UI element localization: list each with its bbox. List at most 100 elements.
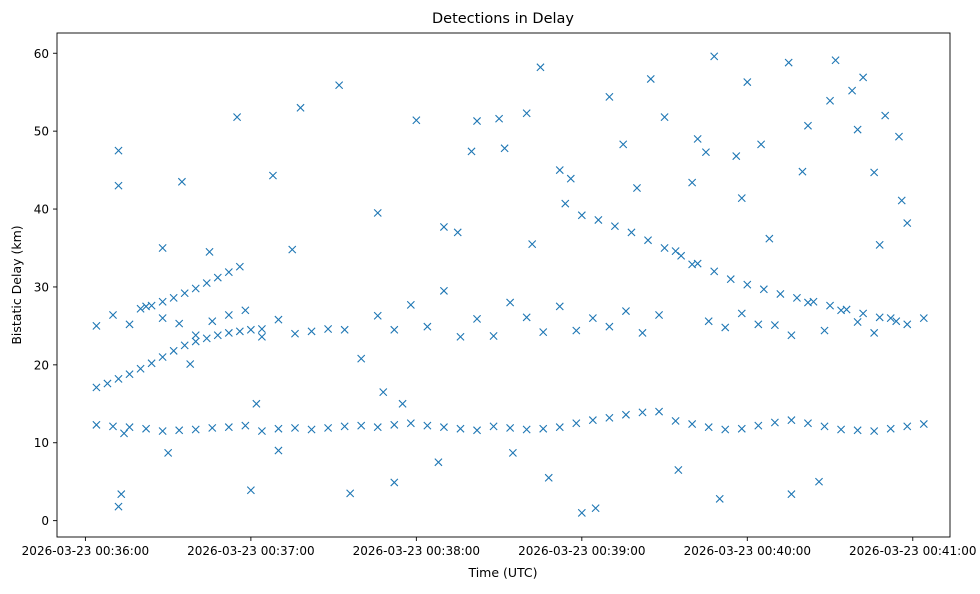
data-point-marker <box>605 92 614 101</box>
data-point-marker <box>439 222 448 231</box>
data-point-marker <box>324 423 333 432</box>
data-point-marker <box>142 424 151 433</box>
data-point-marker <box>770 418 779 427</box>
data-point-marker <box>257 325 266 334</box>
data-point-marker <box>644 236 653 245</box>
data-point-marker <box>241 421 250 430</box>
data-point-marker <box>125 320 134 329</box>
data-point-marker <box>721 425 730 434</box>
data-point-marker <box>142 302 151 311</box>
data-point-marker <box>721 323 730 332</box>
plot-frame <box>56 32 951 538</box>
data-point-marker <box>373 311 382 320</box>
data-point-marker <box>881 111 890 120</box>
data-point-marker <box>919 314 928 323</box>
data-point-marker <box>224 311 233 319</box>
data-point-marker <box>522 425 531 434</box>
data-point-marker <box>202 334 211 343</box>
y-tick-label: 40 <box>34 203 49 217</box>
data-point-marker <box>638 328 647 337</box>
y-tick-label: 60 <box>34 47 49 61</box>
data-point-marker <box>224 328 233 337</box>
data-point-marker <box>837 425 846 434</box>
data-point-marker <box>274 315 283 324</box>
data-point-marker <box>108 311 117 319</box>
data-point-marker <box>715 494 724 503</box>
data-point-marker <box>815 477 823 486</box>
chart-title: Detections in Delay <box>432 11 574 27</box>
data-point-marker <box>701 148 710 157</box>
data-point-marker <box>434 458 443 467</box>
data-point-marker <box>169 293 178 302</box>
data-point-marker <box>619 140 628 149</box>
data-point-marker <box>892 317 901 326</box>
data-point-marker <box>522 313 531 322</box>
data-point-marker <box>621 307 630 316</box>
data-point-marker <box>158 244 167 252</box>
data-point-marker <box>765 234 774 243</box>
y-tick-label: 0 <box>41 514 49 528</box>
y-tick-label: 20 <box>34 358 49 372</box>
data-point-marker <box>646 74 655 83</box>
data-point-marker <box>191 331 200 340</box>
data-point-marker <box>826 301 835 310</box>
data-point-marker <box>627 228 636 237</box>
data-point-marker <box>671 416 680 425</box>
data-point-marker <box>859 309 868 318</box>
data-point-marker <box>307 327 316 336</box>
data-point-marker <box>743 280 752 289</box>
data-point-marker <box>859 73 868 82</box>
x-tick-label: 2026-03-23 00:41:00 <box>849 544 976 558</box>
data-point-marker <box>274 446 283 455</box>
data-point-marker <box>787 490 796 499</box>
data-point-marker <box>379 388 388 397</box>
data-point-marker <box>473 426 482 435</box>
data-point-marker <box>224 423 233 432</box>
data-point-marker <box>903 320 912 329</box>
x-tick-label: 2026-03-23 00:40:00 <box>684 544 811 558</box>
data-point-marker <box>108 422 117 431</box>
data-point-marker <box>473 117 482 126</box>
data-point-marker <box>205 247 214 256</box>
data-point-marker <box>456 332 465 341</box>
data-point-marker <box>114 374 123 383</box>
data-point-marker <box>288 245 297 254</box>
data-point-marker <box>92 383 101 392</box>
data-point-marker <box>655 407 664 416</box>
data-point-marker <box>704 423 713 432</box>
y-tick-label: 10 <box>34 436 49 450</box>
data-point-marker <box>114 502 123 511</box>
data-point-marker <box>826 96 835 105</box>
data-point-marker <box>164 448 173 457</box>
data-point-marker <box>456 424 465 433</box>
data-point-marker <box>688 420 697 429</box>
x-tick-label: 2026-03-23 00:39:00 <box>518 544 645 558</box>
data-point-marker <box>754 320 763 329</box>
data-point-marker <box>208 423 217 432</box>
data-point-marker <box>886 424 895 433</box>
data-point-marker <box>809 297 818 306</box>
data-point-marker <box>186 360 195 369</box>
data-point-marker <box>610 222 619 231</box>
data-point-marker <box>191 284 200 293</box>
data-point-marker <box>92 321 101 330</box>
data-point-marker <box>423 322 432 331</box>
data-point-marker <box>136 364 145 373</box>
data-point-marker <box>92 420 101 429</box>
data-point-marker <box>489 332 498 341</box>
data-point-marker <box>677 251 686 260</box>
data-point-marker <box>191 425 200 434</box>
data-point-marker <box>296 103 305 112</box>
data-point-marker <box>903 219 912 228</box>
data-point-marker <box>467 147 476 156</box>
data-point-marker <box>621 410 630 419</box>
data-point-marker <box>853 426 862 435</box>
data-point-marker <box>594 215 603 224</box>
x-tick-label: 2026-03-23 00:36:00 <box>22 544 149 558</box>
data-point-marker <box>373 423 382 432</box>
data-point-marker <box>307 425 316 434</box>
data-point-marker <box>202 279 211 288</box>
data-point-marker <box>688 178 697 187</box>
data-point-marker <box>853 318 862 326</box>
